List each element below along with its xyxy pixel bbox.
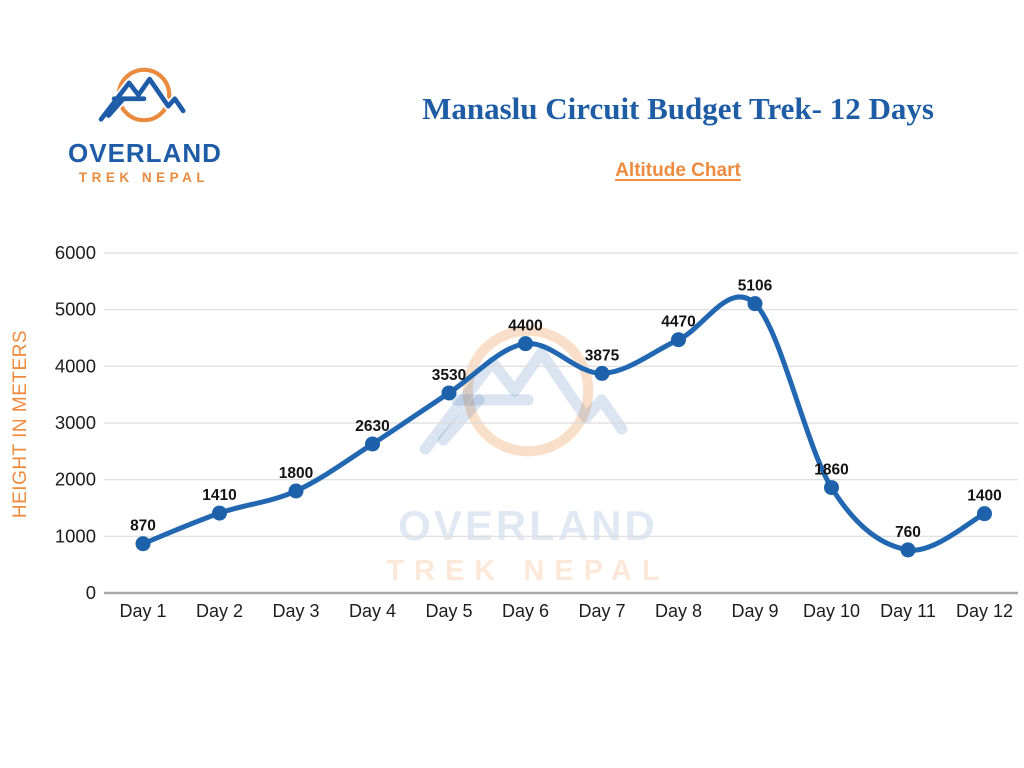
data-point-label: 4400: [508, 318, 542, 335]
data-point-marker: [594, 365, 610, 381]
data-point-marker: [212, 505, 227, 521]
y-tick-label: 0: [86, 582, 96, 603]
data-point-marker: [518, 336, 533, 352]
x-axis-label: Day 2: [196, 601, 243, 621]
data-point-marker: [671, 332, 686, 348]
x-axis-label: Day 5: [425, 601, 472, 621]
brand-logo: OVERLAND TREK NEPAL: [68, 52, 222, 186]
y-tick-label: 1000: [55, 525, 96, 546]
x-axis-label: Day 12: [956, 601, 1013, 621]
y-tick-label: 2000: [55, 469, 96, 490]
brand-name: OVERLAND: [68, 138, 222, 168]
x-axis-label: Day 4: [349, 601, 396, 621]
x-axis-label: Day 10: [803, 601, 860, 621]
data-point-label: 3530: [432, 367, 466, 384]
data-point-label: 1800: [279, 465, 313, 482]
data-point-label: 1410: [202, 487, 236, 504]
data-point-label: 870: [130, 518, 156, 535]
data-point-label: 1400: [967, 488, 1001, 505]
data-point-marker: [824, 480, 839, 496]
x-axis-label: Day 3: [272, 601, 319, 621]
data-point-label: 4470: [661, 314, 695, 331]
data-point-label: 2630: [355, 418, 389, 435]
mountain-circle-logo-icon: [96, 67, 188, 124]
x-axis-label: Day 1: [119, 601, 166, 621]
x-axis-label: Day 8: [655, 601, 702, 621]
brand-tagline: TREK NEPAL: [78, 170, 210, 186]
data-point-marker: [365, 436, 380, 452]
header: Manaslu Circuit Budget Trek- 12 Days Alt…: [368, 91, 988, 182]
page-title: Manaslu Circuit Budget Trek- 12 Days: [422, 91, 934, 126]
x-axis-label: Day 7: [578, 601, 625, 621]
data-point-marker: [977, 506, 992, 522]
data-point-marker: [747, 296, 763, 312]
data-point-label: 760: [895, 524, 921, 541]
x-axis-label: Day 6: [502, 601, 549, 621]
y-tick-label: 5000: [55, 299, 96, 320]
data-point-marker: [135, 536, 151, 552]
data-point-marker: [441, 385, 457, 401]
data-point-label: 3875: [585, 347, 620, 364]
data-point-marker: [288, 483, 304, 499]
data-point-marker: [900, 542, 916, 558]
chart-subtitle: Altitude Chart: [615, 160, 741, 182]
data-point-label: 1860: [814, 462, 848, 479]
y-tick-label: 6000: [55, 242, 96, 263]
data-point-label: 5106: [738, 278, 773, 295]
y-tick-label: 3000: [55, 412, 96, 433]
y-tick-label: 4000: [55, 355, 96, 376]
x-axis-label: Day 9: [731, 601, 778, 621]
x-axis-label: Day 11: [880, 601, 936, 621]
